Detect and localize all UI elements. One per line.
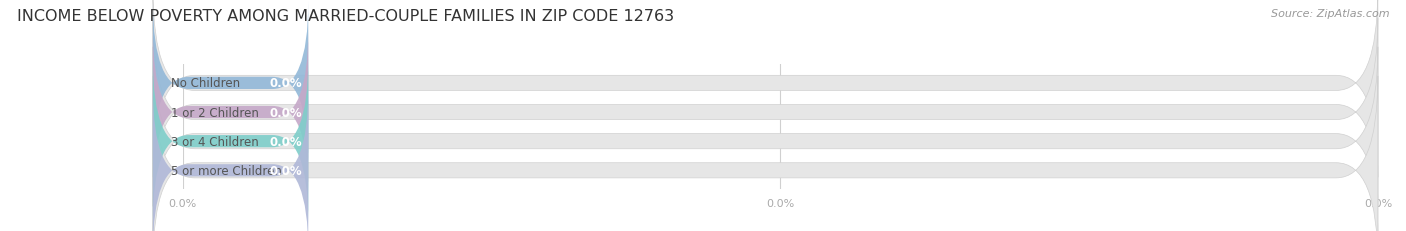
Text: 3 or 4 Children: 3 or 4 Children [172,135,259,148]
Circle shape [156,165,162,176]
Circle shape [156,107,162,118]
Text: 0.0%: 0.0% [270,77,302,90]
Text: Source: ZipAtlas.com: Source: ZipAtlas.com [1271,9,1389,19]
FancyBboxPatch shape [153,32,308,194]
FancyBboxPatch shape [153,76,1378,231]
Text: 5 or more Children: 5 or more Children [172,164,281,177]
Text: 0.0%: 0.0% [270,135,302,148]
FancyBboxPatch shape [153,61,308,222]
FancyBboxPatch shape [153,48,1378,231]
Circle shape [156,78,162,89]
Circle shape [156,136,162,147]
Text: No Children: No Children [172,77,240,90]
Text: INCOME BELOW POVERTY AMONG MARRIED-COUPLE FAMILIES IN ZIP CODE 12763: INCOME BELOW POVERTY AMONG MARRIED-COUPL… [17,9,673,24]
FancyBboxPatch shape [153,90,308,231]
FancyBboxPatch shape [153,0,1378,178]
FancyBboxPatch shape [153,18,1378,207]
Text: 0.0%: 0.0% [270,164,302,177]
FancyBboxPatch shape [153,3,308,164]
Text: 1 or 2 Children: 1 or 2 Children [172,106,259,119]
Text: 0.0%: 0.0% [270,106,302,119]
